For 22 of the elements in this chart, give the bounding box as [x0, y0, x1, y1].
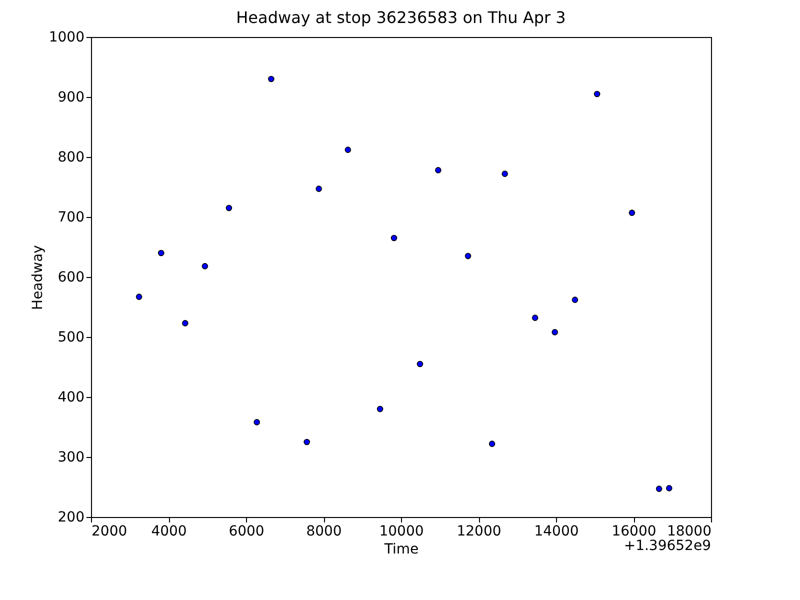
- y-axis-title: Headway: [30, 245, 46, 310]
- y-tick-label: 1000: [48, 30, 84, 46]
- y-tick-label: 700: [58, 210, 84, 226]
- y-tick-label: 500: [58, 330, 84, 346]
- x-tick-label: 6000: [228, 524, 264, 540]
- y-tick-label: 600: [58, 270, 84, 286]
- y-tick-label: 200: [58, 510, 84, 526]
- x-axis-title: Time: [383, 542, 419, 558]
- x-tick-label: 16000: [612, 524, 656, 540]
- x-tick-label: 12000: [456, 524, 502, 540]
- x-tick-label: 2000: [92, 524, 128, 540]
- text: +1.39652e9: [624, 538, 711, 554]
- y-tick-label: 900: [58, 90, 84, 106]
- x-tick-label: 18000: [666, 524, 712, 540]
- y-tick-label: 300: [58, 450, 84, 466]
- x-tick-label: 8000: [306, 524, 342, 540]
- x-tick-label: 14000: [534, 524, 579, 540]
- chart-title: Headway at stop 36236583 on Thu Apr 3: [236, 8, 566, 27]
- y-tick-label: 400: [58, 390, 84, 406]
- y-tick-label: 800: [58, 150, 84, 166]
- x-tick-label: 4000: [151, 524, 187, 540]
- x-tick-label: 10000: [379, 524, 424, 540]
